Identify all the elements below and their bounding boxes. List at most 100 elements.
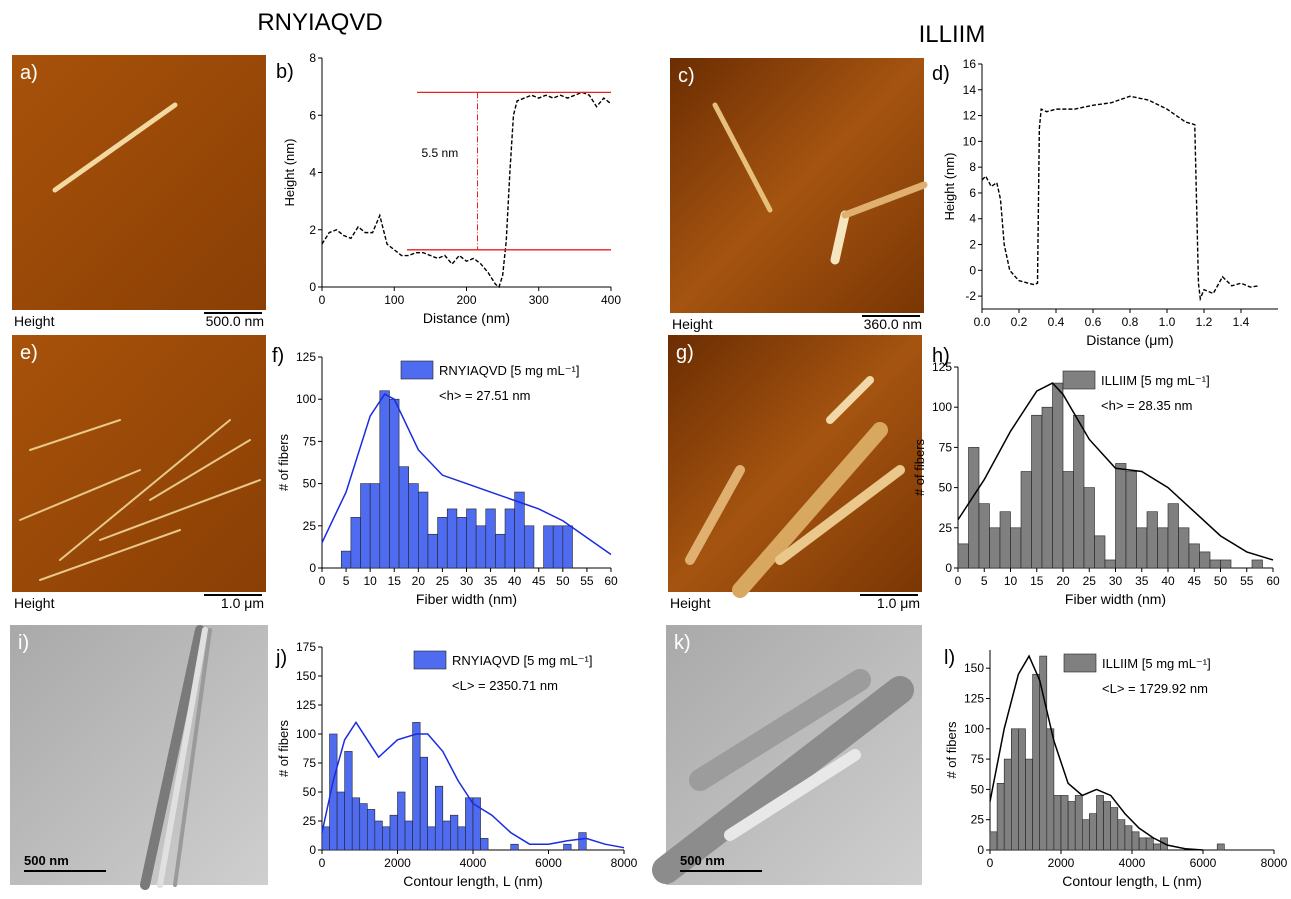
- bar: [1251, 559, 1263, 569]
- y-tick-label: 2: [309, 223, 316, 237]
- bar: [457, 826, 466, 851]
- x-tick-label: 2000: [384, 856, 411, 870]
- bar: [562, 525, 573, 569]
- x-tick-label: 2000: [1048, 856, 1075, 870]
- x-tick-label: 35: [484, 574, 498, 588]
- x-tick-label: 400: [601, 293, 621, 307]
- bar: [1067, 801, 1076, 851]
- bar: [442, 820, 451, 851]
- bar: [1115, 463, 1127, 569]
- y-axis-label: Height (nm): [942, 153, 957, 221]
- fit-curve: [321, 721, 625, 849]
- y-axis-label: # of fibers: [276, 719, 291, 777]
- x-tick-label: 55: [580, 574, 594, 588]
- y-tick-label: 0: [945, 561, 952, 575]
- profile-line: [321, 91, 612, 289]
- y-tick-label: 100: [932, 400, 952, 414]
- x-tick-label: 0.4: [1048, 315, 1065, 329]
- bar: [336, 791, 345, 851]
- bar: [408, 483, 419, 569]
- bar: [957, 543, 969, 569]
- y-tick-label: 0: [969, 263, 976, 277]
- y-tick-label: 125: [964, 691, 984, 705]
- x-tick-label: 60: [604, 574, 618, 588]
- x-tick-label: 25: [1083, 574, 1097, 588]
- bar: [504, 508, 515, 569]
- y-tick-label: 25: [303, 519, 317, 533]
- bar: [1083, 487, 1095, 569]
- y-tick-label: 50: [971, 782, 985, 796]
- fiber: [685, 465, 745, 565]
- x-tick-label: 45: [1188, 574, 1202, 588]
- y-tick-label: 6: [309, 108, 316, 122]
- y-tick-label: 50: [303, 785, 317, 799]
- bar: [1138, 837, 1147, 851]
- fiber: [712, 102, 773, 213]
- x-tick-label: 10: [363, 574, 377, 588]
- bar: [398, 466, 410, 569]
- x-tick-label: 0: [319, 856, 326, 870]
- fit-curve: [957, 382, 1274, 561]
- x-tick-label: 50: [1214, 574, 1228, 588]
- scale-label: 360.0 nm: [864, 316, 922, 332]
- bar: [989, 831, 998, 851]
- bar: [1104, 559, 1116, 569]
- y-tick-label: 0: [977, 843, 984, 857]
- y-tick-label: 125: [296, 350, 316, 364]
- fiber: [173, 628, 212, 887]
- bar: [1025, 758, 1033, 851]
- x-axis-label: Contour length, L (nm): [1062, 873, 1202, 889]
- legend-label: ILLIIM [5 mg mL⁻¹]: [1102, 656, 1211, 671]
- y-tick-label: 8: [309, 51, 316, 65]
- y-tick-label: 100: [964, 722, 984, 736]
- y-tick-label: 0: [309, 280, 316, 294]
- y-tick-label: 12: [963, 109, 977, 123]
- x-tick-label: 0: [955, 574, 962, 588]
- bar: [404, 820, 413, 851]
- x-tick-label: 6000: [1190, 856, 1217, 870]
- fiber: [99, 479, 261, 541]
- y-tick-label: 75: [971, 752, 985, 766]
- bar: [382, 826, 391, 851]
- y-tick-label: 4: [309, 166, 316, 180]
- legend-label: ILLIIM [5 mg mL⁻¹]: [1101, 373, 1210, 388]
- scale-label: 1.0 μm: [877, 595, 920, 611]
- bar: [1060, 795, 1069, 851]
- x-tick-label: 50: [556, 574, 570, 588]
- panel-label: k): [674, 632, 691, 654]
- x-tick-label: 55: [1240, 574, 1254, 588]
- y-axis-label: # of fibers: [944, 721, 959, 779]
- fiber: [775, 465, 905, 565]
- bar: [418, 491, 429, 569]
- y-tick-label: 4: [969, 212, 976, 226]
- y-tick-label: 14: [963, 83, 977, 97]
- bar: [1146, 511, 1158, 569]
- fit-curve: [989, 654, 1204, 851]
- panel-label: f): [272, 345, 284, 367]
- bar: [1020, 471, 1032, 569]
- bar: [434, 785, 444, 851]
- bar: [1117, 819, 1126, 851]
- annotation: <L> = 1729.92 nm: [1102, 681, 1208, 696]
- bar: [1032, 673, 1040, 851]
- x-axis-label: Distance (μm): [1086, 332, 1173, 348]
- y-tick-label: 25: [303, 814, 317, 828]
- bar: [466, 508, 477, 569]
- bar: [472, 797, 481, 851]
- bar: [1053, 795, 1062, 851]
- fiber: [157, 627, 208, 888]
- bar: [456, 517, 467, 569]
- x-tick-label: 1.4: [1233, 315, 1250, 329]
- panel-label: l): [944, 647, 955, 669]
- y-tick-label: 150: [296, 669, 316, 683]
- bar: [1074, 795, 1083, 851]
- bar: [1018, 728, 1026, 851]
- legend-swatch: [400, 360, 434, 380]
- legend-swatch: [1062, 370, 1096, 390]
- panel-label: e): [20, 342, 38, 364]
- image-caption: Height: [670, 595, 711, 611]
- y-tick-label: 25: [971, 813, 985, 827]
- bar: [523, 525, 535, 569]
- y-tick-label: -2: [965, 289, 976, 303]
- bar: [578, 832, 587, 851]
